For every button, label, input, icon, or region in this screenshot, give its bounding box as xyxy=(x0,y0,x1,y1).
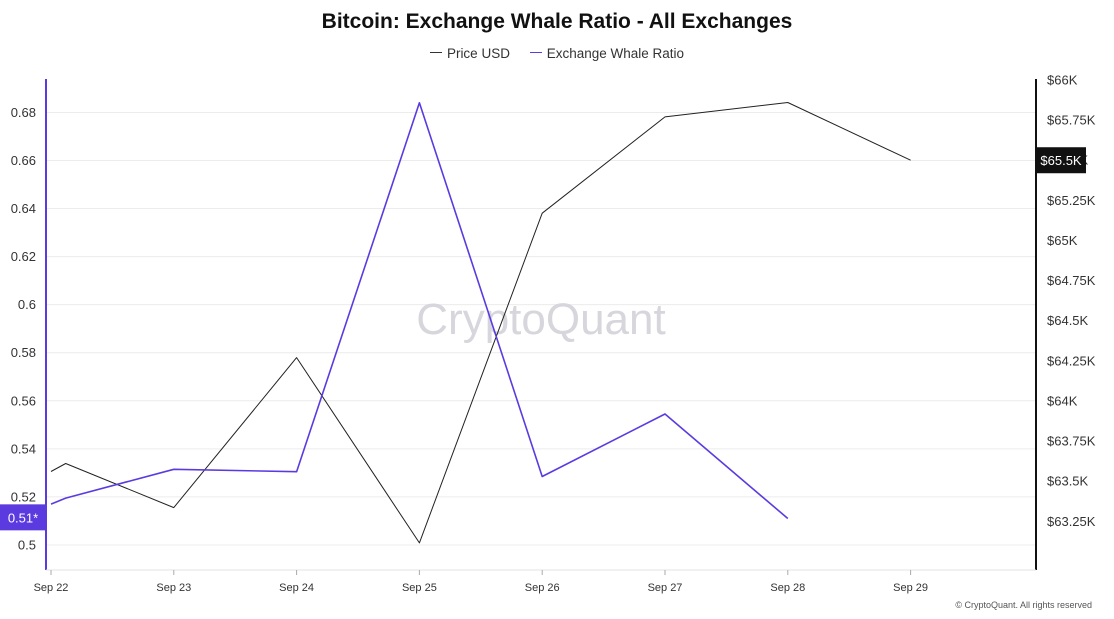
x-tick-label: Sep 25 xyxy=(402,582,437,594)
legend-item-whale-ratio[interactable]: Exchange Whale Ratio xyxy=(529,46,685,61)
y-right-current-badge xyxy=(1036,147,1086,174)
x-tick-label: Sep 23 xyxy=(156,582,191,594)
y-right-tick-label: $64.5K xyxy=(1047,313,1089,328)
y-right-ticks: $63.25K $63.5K $63.75K $64K $64.25K $64.5K $64… xyxy=(1047,73,1096,529)
current-value-badges: 0.51* $65.5K xyxy=(0,147,1086,531)
y-left-tick-label: 0.5 xyxy=(18,537,36,552)
y-right-tick-label: $65K xyxy=(1047,233,1078,248)
y-right-tick-label: $64.25K xyxy=(1047,353,1096,368)
legend-label-price: Price USD xyxy=(446,46,510,61)
y-right-tick-label: $63.5K xyxy=(1047,474,1089,489)
y-left-tick-label: 0.6 xyxy=(18,297,36,312)
y-left-tick-label: 0.56 xyxy=(11,393,36,408)
y-left-tick-label: 0.68 xyxy=(11,105,36,120)
copyright-text: © CryptoQuant. All rights reserved xyxy=(955,600,1092,610)
x-ticks: Sep 22 Sep 23 Sep 24 Sep 25 Sep 26 Sep 27 Sep … xyxy=(34,570,928,594)
x-tick-label: Sep 22 xyxy=(34,582,69,594)
watermark-logo: CryptoQuant xyxy=(416,295,665,344)
y-left-tick-label: 0.58 xyxy=(11,345,36,360)
x-tick-label: Sep 27 xyxy=(648,582,683,594)
y-right-current-label: $65.5K xyxy=(1040,153,1082,168)
y-left-tick-label: 0.62 xyxy=(11,249,36,264)
legend-label-whale-ratio: Exchange Whale Ratio xyxy=(546,46,685,61)
whale-ratio-line xyxy=(50,102,789,520)
y-right-tick-label: $64K xyxy=(1047,393,1078,408)
legend: Price USD Exchange Whale Ratio xyxy=(0,46,1114,61)
x-tick-label: Sep 28 xyxy=(770,582,805,594)
y-right-tick-label: $64.75K xyxy=(1047,273,1096,288)
legend-item-price[interactable]: Price USD xyxy=(429,46,510,61)
chart-title: Bitcoin: Exchange Whale Ratio - All Exch… xyxy=(321,10,793,33)
legend-swatch-price xyxy=(429,51,442,53)
price-usd-line xyxy=(50,102,911,544)
y-right-tick-label: $63.75K xyxy=(1047,434,1096,449)
x-tick-label: Sep 29 xyxy=(893,582,928,594)
series xyxy=(50,102,911,544)
y-left-tick-label: 0.66 xyxy=(11,153,36,168)
y-right-tick-label: $63.25K xyxy=(1047,514,1096,529)
y-left-tick-label: 0.64 xyxy=(11,201,36,216)
y-left-tick-label: 0.52 xyxy=(11,489,36,504)
x-tick-label: Sep 26 xyxy=(525,582,560,594)
y-left-current-badge xyxy=(0,504,46,531)
x-tick-label: Sep 24 xyxy=(279,582,314,594)
legend-swatch-whale-ratio xyxy=(529,51,542,53)
y-right-tick-label: $66K xyxy=(1047,73,1078,88)
y-right-tick-label: $65.25K xyxy=(1047,193,1096,208)
grid xyxy=(46,111,1036,546)
y-left-tick-label: 0.54 xyxy=(11,441,36,456)
y-left-current-label: 0.51* xyxy=(8,510,38,525)
y-left-ticks: 0.5 0.52 0.54 0.56 0.58 0.6 0.62 0.64 0.66 0.68 xyxy=(11,105,36,553)
y-right-tick-label: $65.75K xyxy=(1047,113,1096,128)
